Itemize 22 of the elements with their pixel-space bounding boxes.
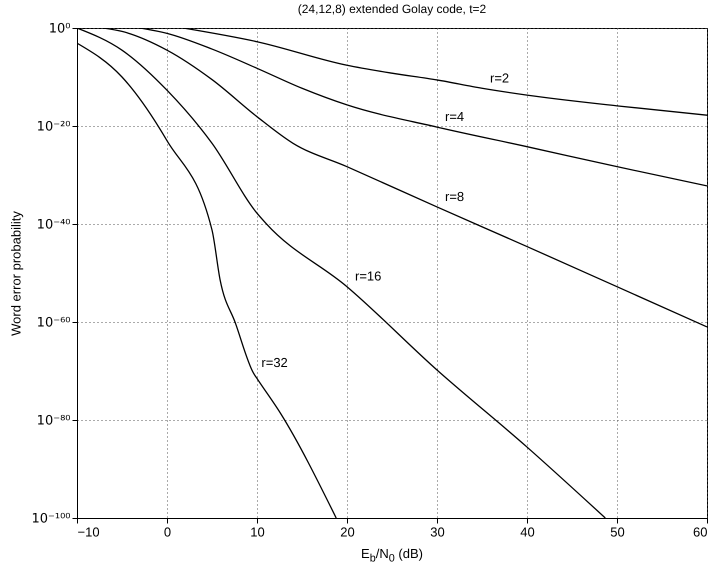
- chart-title: (24,12,8) extended Golay code, t=2: [298, 2, 487, 16]
- x-tick-label: 20: [340, 524, 355, 540]
- y-axis-title: Word error probability: [8, 210, 24, 336]
- x-tick-label: 0: [164, 524, 172, 540]
- y-tick-label: 10⁻²⁰: [36, 120, 70, 134]
- series-label: r=16: [355, 268, 382, 284]
- series-label: r=2: [490, 70, 510, 86]
- x-tick-label: 60: [693, 524, 708, 540]
- x-tick-label: 40: [520, 524, 535, 540]
- x-axis-title: E$_{b}$/N$_{0}$ (dB): [360, 546, 424, 565]
- x-tick-label: 10: [250, 524, 265, 540]
- y-tick-label: 10⁻¹⁰⁰: [31, 512, 70, 526]
- y-tick-label: 10⁻⁴⁰: [36, 218, 70, 232]
- series-label: r=32: [261, 354, 288, 370]
- x-tick-label: 30: [430, 524, 445, 540]
- series-label: r=4: [445, 109, 464, 124]
- y-tick-label: 10⁻⁸⁰: [36, 414, 70, 428]
- y-tick-label: 10⁻⁶⁰: [36, 316, 70, 330]
- x-tick-label: 50: [610, 524, 625, 540]
- y-tick-label: 10⁰: [48, 22, 70, 36]
- x-tick-label: −10: [78, 524, 100, 540]
- series-label: r=8: [445, 188, 464, 204]
